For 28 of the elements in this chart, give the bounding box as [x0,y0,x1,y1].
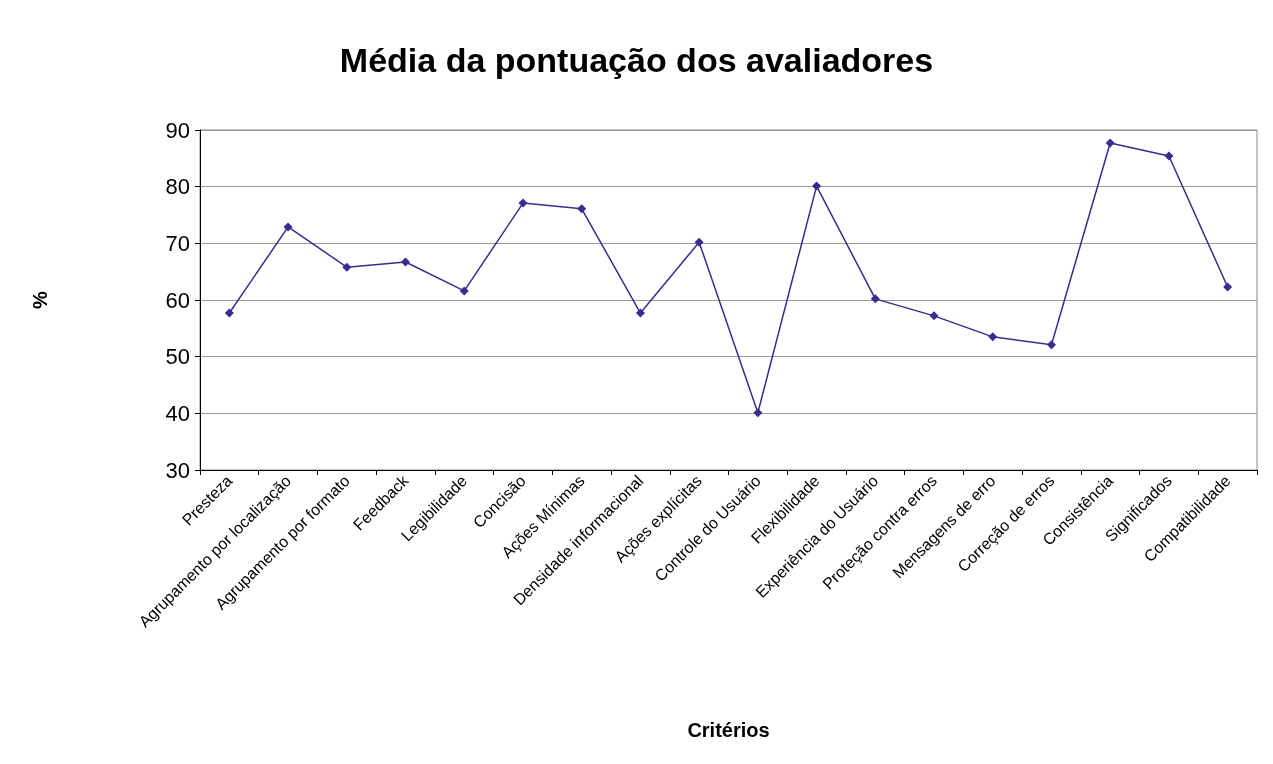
y-tick-label: 30 [165,457,190,483]
point [518,198,528,208]
point [1105,138,1115,148]
point [1046,340,1056,350]
y-tick-label: 90 [165,117,190,143]
point [1164,151,1174,161]
y-axis-title: % [29,290,51,309]
chart-title: Média da pontuação dos avaliadores [339,41,934,79]
point [283,222,293,232]
point [342,262,352,272]
point [401,257,411,267]
point [1223,282,1233,292]
y-tick-label: 80 [165,174,190,200]
x-axis-title: Critérios [687,719,770,741]
point [694,237,704,247]
y-tick-label: 40 [165,400,190,426]
point [577,204,587,214]
point [988,332,998,342]
y-tick-label: 50 [165,344,190,370]
y-tick-label: 60 [165,287,190,313]
point [812,181,822,191]
point [929,311,939,321]
point [753,408,763,418]
point [635,308,645,318]
point [459,286,469,296]
point [224,308,234,318]
y-tick-label: 70 [165,230,190,256]
point [870,294,880,304]
